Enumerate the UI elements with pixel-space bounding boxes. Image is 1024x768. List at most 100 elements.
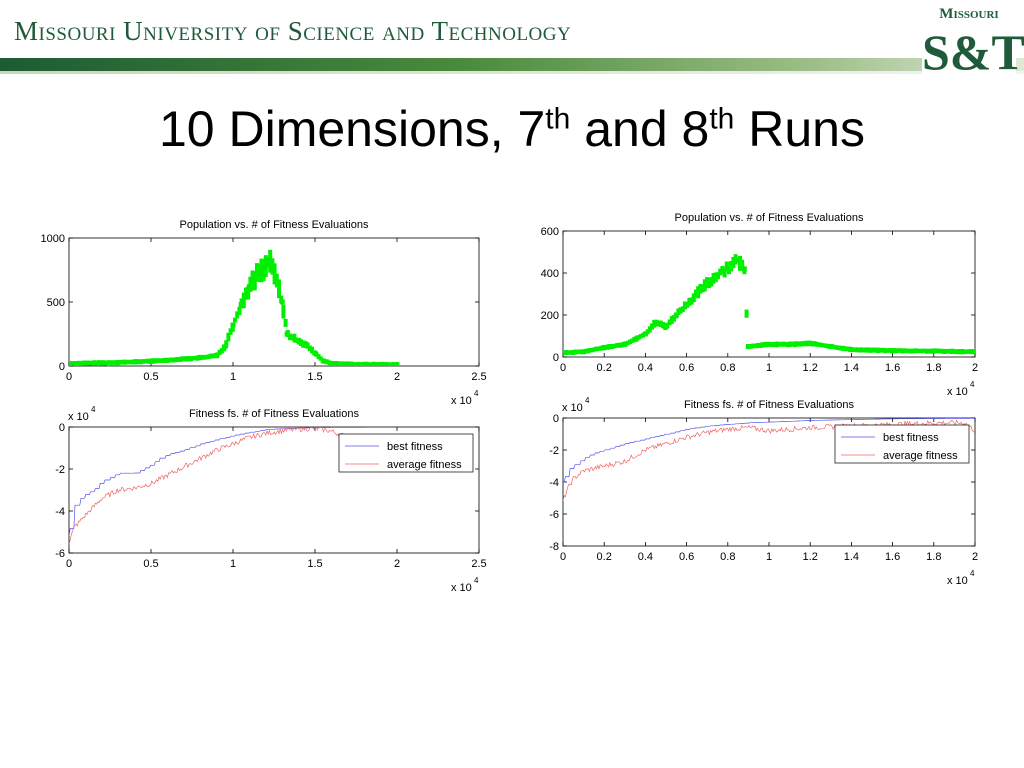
- population-band-segment: [819, 342, 824, 348]
- population-band-segment: [123, 359, 127, 365]
- x-axis-multiplier: x 10: [947, 386, 968, 398]
- x-tick-label: 1.2: [803, 362, 818, 374]
- population-band-segment: [856, 347, 861, 353]
- population-band-segment: [971, 349, 975, 354]
- population-band-segment: [347, 361, 352, 366]
- population-band-segment: [158, 358, 163, 363]
- population-band-segment: [768, 342, 773, 347]
- legend-label: best fitness: [883, 432, 939, 444]
- population-band-segment: [705, 277, 709, 288]
- population-band-segment: [762, 342, 767, 348]
- population-band-segment: [742, 268, 747, 275]
- population-band-segment: [942, 348, 947, 354]
- population-band-segment: [621, 342, 626, 347]
- population-band-segment: [964, 349, 969, 354]
- population-band-segment: [125, 360, 130, 365]
- x-tick-label: 1.5: [307, 371, 322, 383]
- population-band-segment: [887, 348, 892, 353]
- population-band-segment: [830, 344, 835, 349]
- population-band-segment: [325, 359, 330, 365]
- chart-title: Population vs. # of Fitness Evaluations: [675, 212, 864, 224]
- population-band-segment: [369, 362, 374, 366]
- x-tick-label: 0: [66, 558, 72, 570]
- population-band-segment: [916, 348, 921, 354]
- population-band-segment: [700, 284, 705, 293]
- population-band-segment: [195, 355, 200, 361]
- population-band-segment: [224, 340, 229, 348]
- y-tick-label: -8: [549, 541, 559, 553]
- population-band-segment: [138, 359, 143, 365]
- fitness-line-average: [563, 419, 975, 501]
- fitness-line-best: [69, 427, 365, 537]
- population-band-segment: [101, 360, 105, 365]
- population-band-segment: [727, 262, 731, 275]
- population-band-segment: [852, 347, 857, 352]
- x-axis-multiplier: x 10: [451, 582, 472, 594]
- x-tick-label: 1.4: [844, 551, 859, 563]
- population-band-segment: [843, 346, 848, 352]
- population-band-segment: [962, 349, 967, 355]
- x-tick-label: 1.2: [803, 551, 818, 563]
- population-band-segment: [643, 331, 648, 337]
- population-band-segment: [564, 349, 569, 355]
- population-band-segment: [854, 347, 859, 353]
- legend-box: [834, 424, 970, 464]
- x-tick-label: 1.5: [307, 558, 322, 570]
- population-band-segment: [266, 256, 270, 268]
- population-band-segment: [584, 348, 588, 354]
- population-band-segment: [215, 352, 220, 358]
- population-band-segment: [222, 344, 226, 352]
- population-band-segment: [208, 353, 213, 359]
- x-tick-label: 1.4: [844, 362, 859, 374]
- population-band-segment: [193, 355, 198, 361]
- population-band-segment: [892, 348, 896, 354]
- population-band-segment: [219, 348, 224, 354]
- population-band-segment: [164, 358, 169, 364]
- population-band-segment: [799, 341, 804, 347]
- population-band-segment: [105, 360, 110, 365]
- population-band-segment: [338, 361, 343, 366]
- population-band-segment: [316, 354, 321, 360]
- x-tick-label: 0.5: [143, 371, 158, 383]
- population-band-segment: [182, 356, 187, 362]
- population-band-segment: [654, 319, 659, 327]
- population-band-segment: [87, 360, 92, 366]
- population-band-segment: [204, 354, 209, 360]
- population-band-segment: [303, 341, 308, 348]
- population-band-segment: [327, 360, 332, 366]
- x-tick-label: 1: [766, 362, 772, 374]
- population-band-segment: [601, 344, 606, 351]
- population-band-segment: [358, 362, 363, 366]
- header-banner: Missouri University of Science and Techn…: [0, 0, 1024, 88]
- population-band-segment: [639, 334, 643, 339]
- population-band-segment: [184, 356, 189, 362]
- y-axis-multiplier: x 10: [562, 402, 583, 414]
- population-band-segment: [771, 341, 775, 348]
- population-band-segment: [883, 348, 888, 354]
- population-point: [741, 266, 747, 272]
- population-band-segment: [142, 359, 147, 364]
- y-tick-label: 500: [47, 297, 65, 309]
- x-axis-multiplier: x 10: [947, 575, 968, 587]
- x-tick-label: 1: [766, 551, 772, 563]
- x-tick-label: 0: [560, 362, 566, 374]
- population-band-segment: [588, 347, 593, 353]
- population-band-segment: [351, 362, 356, 366]
- y-tick-label: 0: [59, 422, 65, 434]
- population-band-segment: [592, 347, 597, 352]
- title-part: Runs: [734, 101, 865, 157]
- population-band-segment: [735, 257, 740, 263]
- header-stripe-shadow: [0, 71, 1024, 74]
- x-tick-label: 0.4: [638, 551, 653, 563]
- population-band-segment: [826, 343, 830, 349]
- population-band-segment: [376, 362, 380, 366]
- population-band-segment: [180, 356, 185, 362]
- population-band-segment: [360, 362, 365, 366]
- population-band-segment: [290, 334, 295, 340]
- population-band-segment: [283, 318, 288, 327]
- plot-axes-box: [562, 230, 976, 358]
- population-band-segment: [808, 340, 813, 346]
- population-band-segment: [268, 249, 273, 273]
- population-band-segment: [931, 348, 936, 354]
- fitness-line-best: [563, 418, 975, 483]
